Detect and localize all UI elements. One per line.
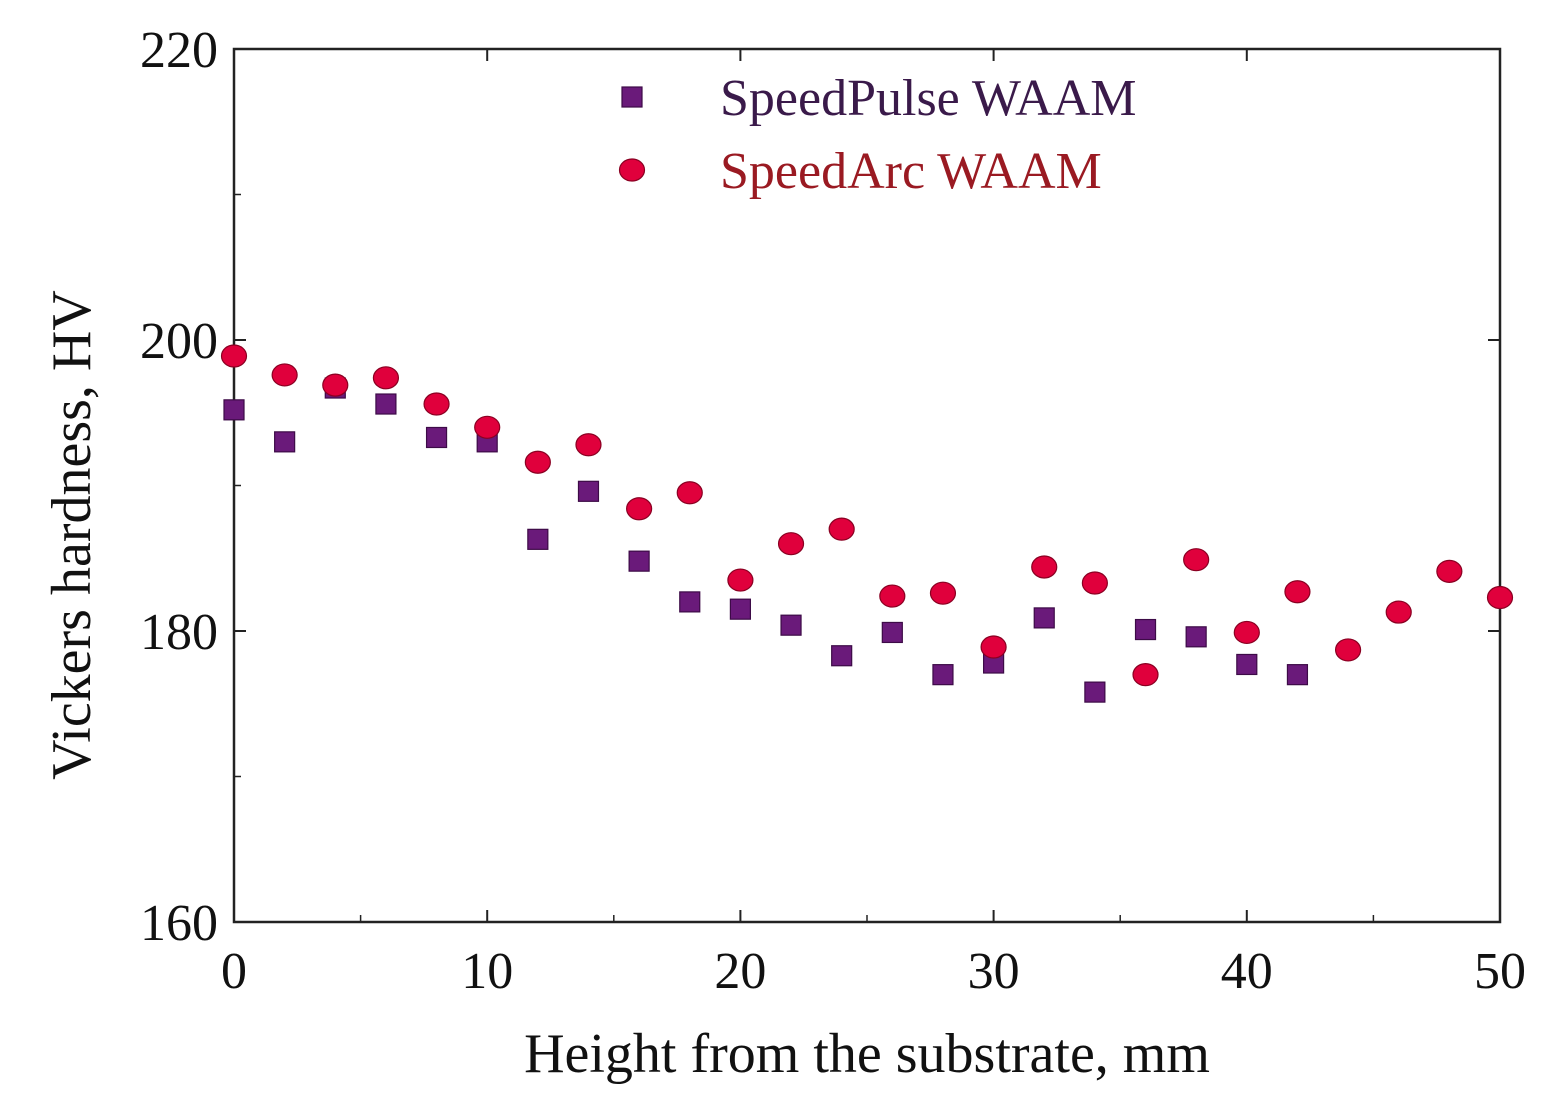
legend-label: SpeedPulse WAAM — [720, 70, 1136, 127]
data-point-circle — [1031, 555, 1058, 579]
data-point-circle — [929, 581, 957, 605]
data-point-circle — [626, 497, 653, 521]
legend-label: SpeedArc WAAM — [720, 143, 1102, 200]
data-point-circle — [1436, 559, 1463, 583]
axis-tick-labels: 0 10 20 30 40 50 160 180 200 220 — [140, 22, 1526, 1000]
data-point-circle — [1132, 663, 1159, 687]
legend-marker-circle — [618, 158, 646, 182]
data-point-square — [1033, 607, 1055, 629]
data-point-circle — [524, 450, 551, 474]
data-point-circle — [727, 568, 754, 592]
data-point-square — [577, 480, 600, 502]
data-point-square — [780, 614, 802, 636]
data-point-square — [831, 645, 853, 667]
y-tick-label: 200 — [140, 313, 218, 370]
legend: SpeedPulse WAAM SpeedArc WAAM — [618, 70, 1136, 200]
data-point-square — [223, 399, 245, 421]
data-point-circle — [1385, 600, 1412, 624]
data-point-circle — [676, 481, 703, 505]
data-point-square — [1134, 618, 1157, 641]
x-tick-label: 50 — [1474, 943, 1526, 1000]
data-point-square — [527, 528, 549, 550]
data-point-square — [375, 393, 397, 415]
x-tick-label: 30 — [968, 943, 1020, 1000]
series-speedpulse — [223, 377, 1309, 703]
series-speedarc — [220, 344, 1514, 687]
data-point-square — [274, 431, 296, 453]
x-tick-label: 40 — [1221, 943, 1273, 1000]
data-point-square — [1084, 681, 1106, 703]
x-tick-label: 10 — [461, 943, 513, 1000]
data-point-circle — [828, 517, 855, 541]
data-point-circle — [1081, 571, 1108, 595]
data-point-circle — [372, 366, 400, 390]
data-point-circle — [220, 344, 248, 368]
data-points — [220, 344, 1514, 703]
data-point-square — [1236, 653, 1258, 676]
data-point-circle — [474, 415, 501, 439]
data-point-square — [1185, 626, 1207, 648]
data-point-square — [932, 664, 954, 686]
y-axis-title: Vickers hardness, HV — [41, 290, 103, 780]
data-point-circle — [1486, 585, 1514, 610]
data-point-circle — [777, 532, 805, 556]
data-point-circle — [879, 584, 906, 608]
data-point-square — [628, 550, 650, 572]
x-tick-label: 0 — [221, 943, 247, 1000]
x-tick-label: 20 — [714, 943, 766, 1000]
data-point-circle — [1334, 638, 1362, 662]
legend-marker-square — [621, 86, 643, 108]
data-point-circle — [423, 392, 450, 416]
y-tick-label: 160 — [140, 895, 218, 952]
data-point-circle — [575, 433, 602, 457]
data-point-circle — [980, 635, 1007, 659]
data-point-circle — [322, 373, 349, 397]
data-point-circle — [1284, 580, 1311, 604]
data-point-circle — [271, 363, 298, 387]
y-tick-label: 220 — [140, 22, 218, 79]
data-point-square — [881, 621, 903, 644]
axis-ticks — [233, 48, 1501, 923]
data-point-square — [729, 598, 752, 620]
data-point-square — [679, 591, 701, 613]
y-tick-label: 180 — [140, 604, 218, 661]
data-point-square — [425, 426, 448, 449]
x-axis-title: Height from the substrate, mm — [524, 1023, 1210, 1085]
data-point-square — [1286, 664, 1309, 686]
data-point-circle — [1183, 548, 1210, 572]
data-point-circle — [1233, 620, 1260, 645]
